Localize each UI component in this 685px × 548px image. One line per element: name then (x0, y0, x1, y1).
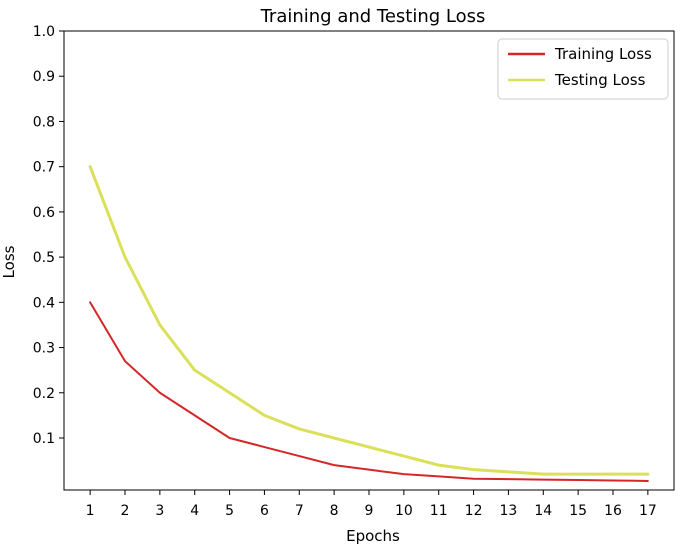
series-line-testing-loss (88, 165, 650, 476)
x-tick-label: 12 (465, 503, 483, 519)
x-tick-label: 6 (260, 503, 269, 519)
y-tick-label: 0.6 (33, 205, 55, 221)
x-tick-label: 10 (395, 503, 413, 519)
x-tick-label: 16 (604, 503, 622, 519)
x-tick-label: 9 (365, 503, 374, 519)
y-tick-label: 0.5 (33, 250, 55, 266)
y-tick-label: 0.8 (33, 114, 55, 130)
y-tick-label: 0.1 (33, 431, 55, 447)
plot-area-frame (63, 30, 675, 491)
y-tick-label: 1.0 (33, 24, 55, 40)
y-tick-label: 0.4 (33, 295, 55, 311)
legend-label-training-loss: Training Loss (554, 45, 652, 63)
x-tick-label: 4 (190, 503, 199, 519)
x-axis-title: Epochs (346, 527, 400, 545)
legend-label-testing-loss: Testing Loss (554, 71, 646, 89)
x-tick-label: 7 (295, 503, 304, 519)
x-tick-label: 5 (225, 503, 234, 519)
y-tick-label: 0.9 (33, 69, 55, 85)
y-tick-label: 0.3 (33, 341, 55, 357)
x-tick-label: 3 (155, 503, 164, 519)
y-axis: 0.1 0.2 0.3 0.4 0.5 0.6 0.7 0.8 0.9 1.0 (33, 24, 64, 447)
y-tick-label: 0.2 (33, 386, 55, 402)
series-line-training-loss (89, 301, 649, 482)
x-tick-label: 11 (430, 503, 448, 519)
x-tick-label: 17 (639, 503, 657, 519)
chart-title: Training and Testing Loss (260, 6, 486, 27)
legend: Training Loss Testing Loss (497, 38, 669, 100)
plot-series (88, 165, 650, 482)
x-tick-label: 14 (534, 503, 552, 519)
y-axis-title: Loss (0, 245, 18, 278)
x-tick-label: 8 (330, 503, 339, 519)
x-axis: 1 2 3 4 5 6 7 8 9 10 11 12 13 14 15 16 17 (86, 490, 657, 519)
y-tick-label: 0.7 (33, 160, 55, 176)
x-tick-label: 15 (569, 503, 587, 519)
x-tick-label: 13 (500, 503, 518, 519)
x-tick-label: 2 (121, 503, 130, 519)
x-tick-label: 1 (86, 503, 95, 519)
